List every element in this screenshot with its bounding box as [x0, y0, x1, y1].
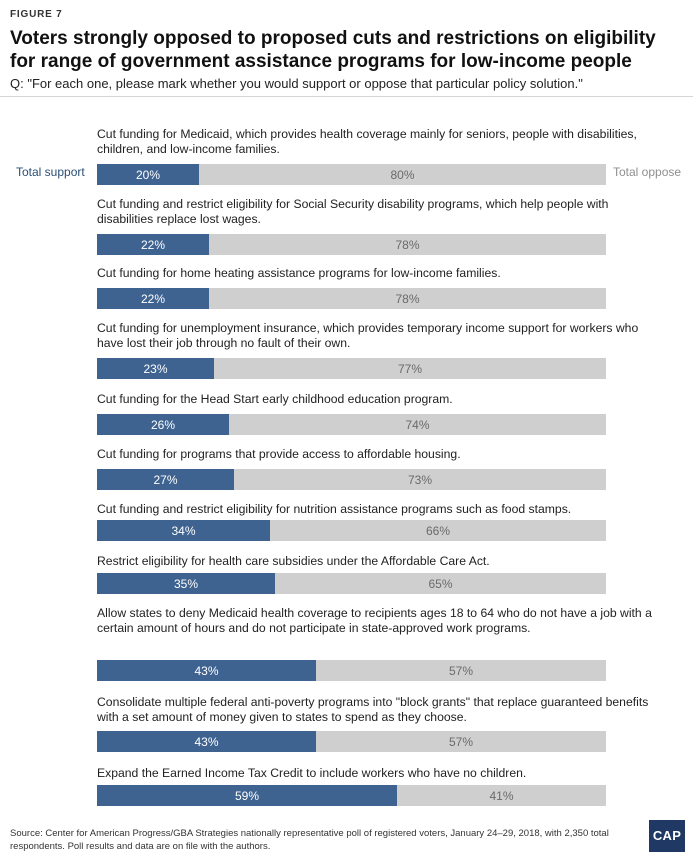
figure-label: FIGURE 7 [10, 9, 63, 20]
support-value-label: 43% [194, 735, 219, 749]
stacked-bar: 26% 74% [97, 414, 606, 435]
cap-logo: CAP [649, 820, 685, 852]
chart-title: Voters strongly opposed to proposed cuts… [10, 28, 656, 72]
stacked-bar: 34% 66% [97, 520, 606, 541]
oppose-value-label: 66% [425, 524, 451, 538]
chart-subtitle: Q: "For each one, please mark whether yo… [10, 76, 583, 91]
question-label: Cut funding and restrict eligibility for… [97, 197, 609, 226]
legend-oppose-label: Total oppose [613, 165, 682, 179]
stacked-bar: 20% 80% [97, 164, 606, 185]
support-value-label: 34% [171, 524, 196, 538]
support-value-label: 59% [234, 789, 260, 803]
oppose-bar-segment: 57% [316, 731, 606, 752]
stacked-bar: 23% 77% [97, 358, 606, 379]
support-value-label: 26% [150, 418, 176, 432]
question-label: Allow states to deny Medicaid health cov… [97, 606, 652, 635]
support-bar-segment: 43% [97, 660, 316, 681]
oppose-value-label: 78% [395, 292, 420, 306]
oppose-bar-segment: 80% [199, 164, 606, 185]
legend-support-label: Total support [16, 165, 85, 179]
oppose-bar-segment: 66% [270, 520, 606, 541]
question-label: Cut funding for programs that provide ac… [97, 447, 461, 461]
stacked-bar: 22% 78% [97, 234, 606, 255]
oppose-value-label: 78% [395, 238, 420, 252]
oppose-bar-segment: 77% [214, 358, 606, 379]
oppose-bar-segment: 65% [275, 573, 606, 594]
support-value-label: 27% [153, 473, 178, 487]
support-bar-segment: 27% [97, 469, 234, 490]
oppose-bar-segment: 78% [209, 234, 606, 255]
support-value-label: 35% [173, 577, 199, 591]
support-bar-segment: 35% [97, 573, 275, 594]
oppose-bar-segment: 78% [209, 288, 606, 309]
support-value-label: 23% [143, 362, 168, 376]
source-note: Source: Center for American Progress/GBA… [10, 828, 609, 852]
support-bar-segment: 23% [97, 358, 214, 379]
oppose-value-label: 80% [390, 168, 415, 182]
support-value-label: 22% [140, 238, 166, 252]
oppose-bar-segment: 57% [316, 660, 606, 681]
support-bar-segment: 22% [97, 234, 209, 255]
support-bar-segment: 59% [97, 785, 397, 806]
stacked-bar: 22% 78% [97, 288, 606, 309]
stacked-bar: 43% 57% [97, 660, 606, 681]
support-bar-segment: 22% [97, 288, 209, 309]
oppose-bar-segment: 73% [234, 469, 606, 490]
oppose-value-label: 74% [405, 418, 430, 432]
oppose-value-label: 73% [407, 473, 433, 487]
oppose-value-label: 57% [448, 735, 474, 749]
stacked-bar: 43% 57% [97, 731, 606, 752]
support-value-label: 43% [194, 664, 219, 678]
oppose-bar-segment: 74% [229, 414, 606, 435]
question-label: Expand the Earned Income Tax Credit to i… [97, 766, 527, 780]
support-value-label: 20% [135, 168, 161, 182]
chart-rows: Cut funding for Medicaid, which provides… [97, 127, 652, 806]
support-bar-segment: 43% [97, 731, 316, 752]
stacked-bar: 35% 65% [97, 573, 606, 594]
oppose-value-label: 57% [448, 664, 474, 678]
question-label: Cut funding for unemployment insurance, … [97, 321, 639, 350]
question-label: Cut funding for Medicaid, which provides… [97, 127, 637, 156]
support-bar-segment: 26% [97, 414, 229, 435]
question-label: Cut funding and restrict eligibility for… [97, 502, 572, 516]
oppose-value-label: 65% [428, 577, 453, 591]
question-label: Cut funding for home heating assistance … [97, 266, 501, 280]
support-bar-segment: 34% [97, 520, 270, 541]
question-label: Restrict eligibility for health care sub… [97, 554, 490, 568]
oppose-value-label: 77% [397, 362, 423, 376]
oppose-value-label: 41% [489, 789, 514, 803]
support-value-label: 22% [140, 292, 166, 306]
title-divider [0, 96, 693, 97]
support-bar-segment: 20% [97, 164, 199, 185]
stacked-bar: 27% 73% [97, 469, 606, 490]
question-label: Cut funding for the Head Start early chi… [97, 392, 453, 406]
stacked-bar: 59% 41% [97, 785, 606, 806]
question-label: Consolidate multiple federal anti-povert… [97, 695, 649, 724]
oppose-bar-segment: 41% [397, 785, 606, 806]
